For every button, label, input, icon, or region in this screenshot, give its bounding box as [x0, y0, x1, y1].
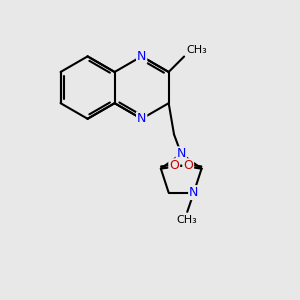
Text: N: N: [137, 112, 146, 125]
Text: CH₃: CH₃: [177, 215, 198, 226]
Text: O: O: [169, 159, 179, 172]
Text: N: N: [137, 50, 146, 63]
Text: N: N: [189, 186, 199, 199]
Text: O: O: [183, 159, 193, 172]
Text: N: N: [176, 147, 186, 161]
Text: CH₃: CH₃: [186, 45, 207, 55]
